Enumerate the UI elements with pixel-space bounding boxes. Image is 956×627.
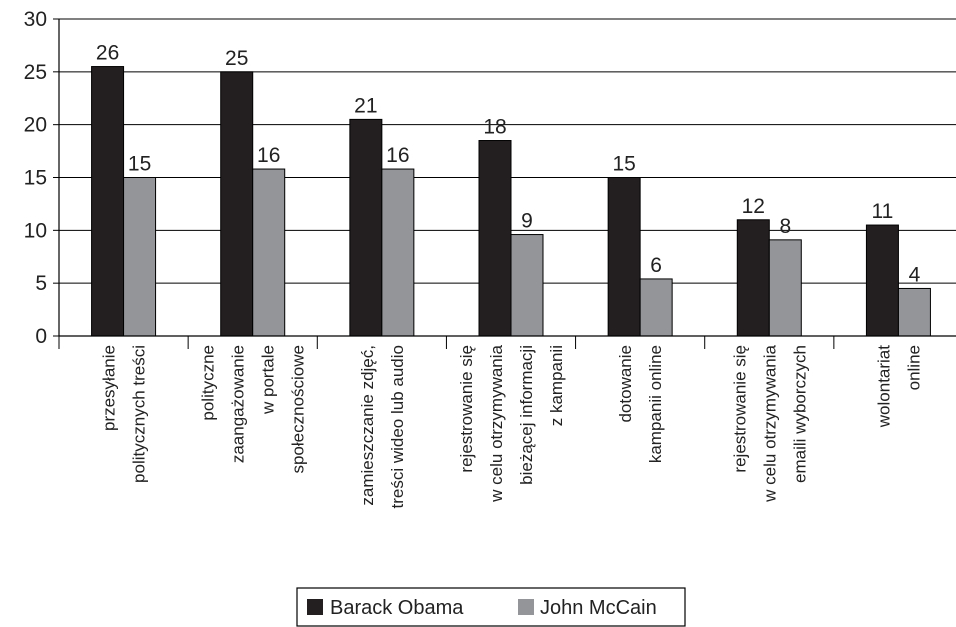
category-label: zamieszczanie zdjęć,	[358, 345, 377, 506]
bar-obama	[91, 66, 125, 337]
bar-mccain	[123, 177, 157, 337]
legend-swatch-obama	[307, 599, 323, 615]
bar-mccain	[510, 234, 544, 337]
bar-obama	[220, 71, 254, 337]
data-label-mccain: 16	[386, 144, 409, 167]
y-tick-label: 20	[24, 114, 47, 137]
category-label: politycznych treści	[130, 345, 149, 483]
y-tick-label: 5	[35, 272, 47, 295]
y-tick-label: 10	[24, 219, 47, 242]
bars: 26 25 21 18 15 12 11 15 16 16 9 6 8 4	[91, 42, 931, 337]
y-axis: 0 5 10 15 20 25 30	[24, 8, 60, 348]
legend-swatch-mccain	[518, 599, 534, 615]
y-tick-label: 0	[35, 325, 47, 348]
y-tick-label: 15	[24, 167, 47, 190]
data-label-obama: 15	[612, 153, 635, 176]
category-label: treści wideo lub audio	[388, 345, 407, 508]
bar-obama	[349, 118, 383, 337]
legend: Barack Obama John McCain	[296, 587, 686, 627]
bar-obama	[478, 140, 512, 337]
category-label: wolontariat	[874, 345, 893, 428]
category-label: bieżącej informacji	[517, 345, 536, 485]
data-label-mccain: 16	[257, 144, 280, 167]
category-label: rejestrowanie się	[457, 345, 476, 473]
data-label-mccain: 15	[128, 153, 151, 176]
data-label-obama: 21	[354, 94, 377, 117]
bar-obama	[865, 224, 899, 337]
data-label-mccain: 4	[909, 263, 921, 286]
data-label-mccain: 9	[521, 210, 533, 233]
category-label: w celu otrzymywania	[487, 344, 506, 502]
data-label-mccain: 6	[650, 254, 662, 277]
bar-obama	[607, 177, 641, 337]
category-label: przesyłanie	[100, 345, 119, 431]
data-label-obama: 11	[872, 200, 894, 223]
category-label: emaili wyborczych	[790, 345, 809, 483]
data-label-obama: 25	[225, 47, 248, 70]
y-tick-label: 25	[24, 61, 47, 84]
data-label-obama: 18	[483, 116, 506, 139]
category-label: polityczne	[199, 345, 218, 421]
bar-mccain	[897, 287, 931, 337]
bar-mccain	[381, 168, 415, 337]
category-label: zaangażowanie	[229, 345, 248, 463]
data-label-obama: 12	[742, 195, 765, 218]
y-tick-label: 30	[24, 8, 47, 31]
category-label: online	[904, 345, 923, 390]
legend-box	[296, 587, 686, 627]
data-label-obama: 26	[96, 42, 119, 65]
category-label: dotowanie	[616, 345, 635, 423]
bar-mccain	[639, 278, 673, 337]
category-label: społecznościowe	[289, 345, 308, 474]
legend-label-mccain: John McCain	[540, 597, 657, 619]
legend-label-obama: Barack Obama	[330, 597, 464, 619]
category-label: kampanii online	[646, 345, 665, 463]
category-label: w portale	[259, 345, 278, 415]
category-label: z kampanii	[547, 345, 566, 426]
category-label: rejestrowanie się	[730, 345, 749, 473]
bar-obama	[736, 219, 770, 337]
data-label-mccain: 8	[779, 215, 791, 238]
x-axis: przesyłanie politycznych treści polityczne…	[58, 335, 956, 508]
category-label: w celu otrzymywania	[760, 344, 779, 502]
bar-mccain	[768, 239, 802, 337]
bar-mccain	[252, 168, 286, 337]
